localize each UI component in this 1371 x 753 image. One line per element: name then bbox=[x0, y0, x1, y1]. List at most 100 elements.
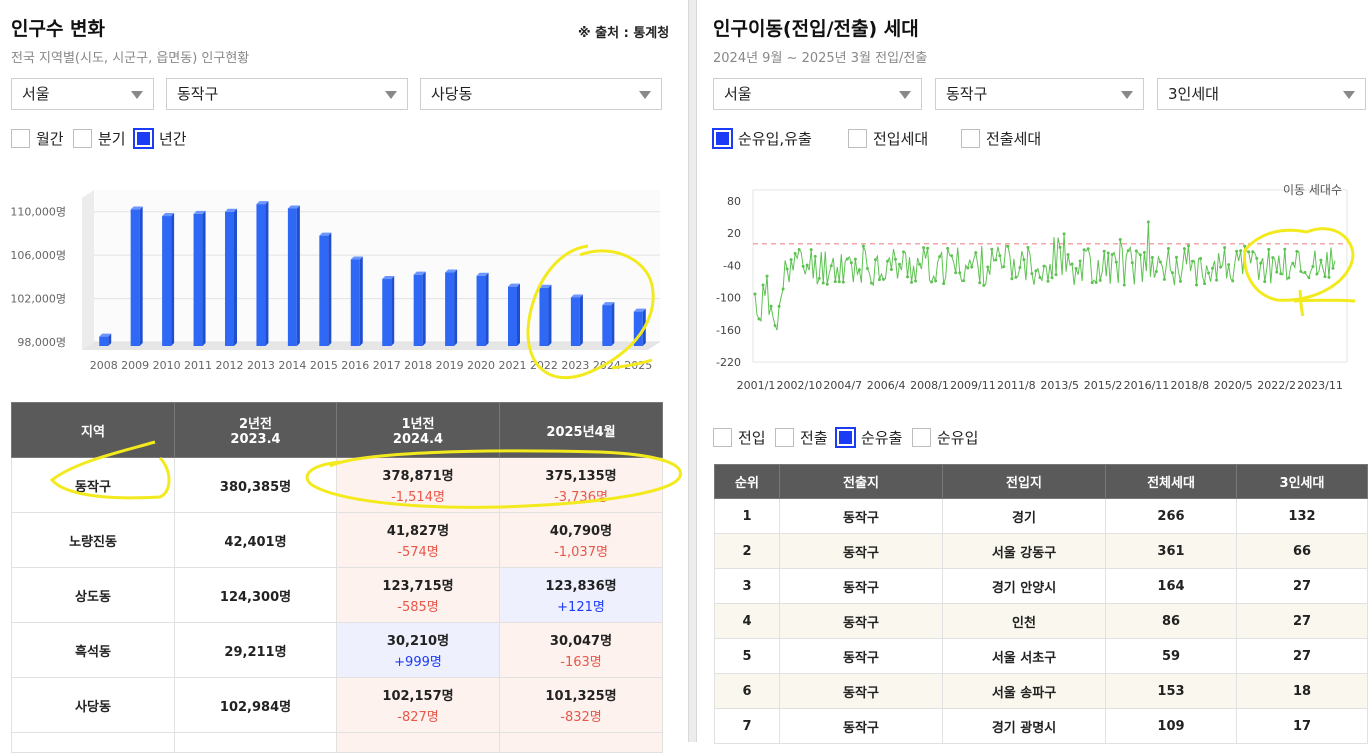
series-point[interactable] bbox=[1170, 271, 1174, 275]
series-point[interactable] bbox=[873, 258, 877, 262]
bar[interactable] bbox=[319, 235, 329, 346]
household-size-select[interactable]: 3인세대 bbox=[1157, 78, 1366, 110]
series-point[interactable] bbox=[869, 281, 873, 285]
series-point[interactable] bbox=[801, 264, 805, 268]
table-row[interactable]: 4 동작구 인천 86 27 bbox=[714, 603, 1368, 639]
series-point[interactable] bbox=[1006, 244, 1010, 248]
series-point[interactable] bbox=[1030, 272, 1034, 276]
series-point[interactable] bbox=[1219, 265, 1223, 269]
dong-select[interactable]: 사당동 bbox=[420, 78, 662, 110]
panel-divider[interactable] bbox=[688, 0, 697, 742]
table-row[interactable]: 7 동작구 경기 광명시 109 17 bbox=[714, 708, 1368, 744]
series-point[interactable] bbox=[1259, 261, 1263, 265]
series-point[interactable] bbox=[1018, 266, 1022, 270]
sigungu-select[interactable]: 동작구 bbox=[935, 78, 1144, 110]
series-point[interactable] bbox=[841, 280, 845, 284]
series-point[interactable] bbox=[1142, 250, 1146, 254]
series-point[interactable] bbox=[1022, 258, 1026, 262]
series-point[interactable] bbox=[922, 246, 926, 250]
bar[interactable] bbox=[256, 204, 266, 346]
series-point[interactable] bbox=[1158, 260, 1162, 264]
series-point[interactable] bbox=[986, 265, 990, 269]
series-point[interactable] bbox=[1150, 256, 1154, 260]
series-point[interactable] bbox=[793, 251, 797, 255]
series-point[interactable] bbox=[990, 247, 994, 251]
series-point[interactable] bbox=[910, 280, 914, 284]
series-point[interactable] bbox=[769, 304, 773, 308]
series-point[interactable] bbox=[765, 274, 769, 278]
series-point[interactable] bbox=[1207, 271, 1211, 275]
bar[interactable] bbox=[162, 216, 172, 346]
series-point[interactable] bbox=[954, 271, 958, 275]
series-point[interactable] bbox=[962, 279, 966, 283]
series-point[interactable] bbox=[974, 251, 978, 255]
series-point[interactable] bbox=[1287, 276, 1291, 280]
series-point[interactable] bbox=[857, 268, 861, 272]
series-point[interactable] bbox=[1243, 244, 1247, 248]
bar[interactable] bbox=[382, 279, 392, 346]
series-point[interactable] bbox=[978, 281, 982, 285]
bar[interactable] bbox=[287, 208, 297, 346]
series-point[interactable] bbox=[982, 283, 986, 287]
series-point[interactable] bbox=[1162, 277, 1166, 281]
bar[interactable] bbox=[350, 259, 360, 346]
series-point[interactable] bbox=[777, 304, 781, 308]
table-row[interactable]: 3 동작구 경기 안양시 164 27 bbox=[714, 568, 1368, 604]
series-point[interactable] bbox=[753, 292, 757, 296]
bar[interactable] bbox=[445, 272, 455, 346]
bar[interactable] bbox=[539, 287, 549, 346]
series-point[interactable] bbox=[809, 248, 813, 252]
series-point[interactable] bbox=[942, 282, 946, 286]
series-point[interactable] bbox=[893, 257, 897, 261]
series-point[interactable] bbox=[1114, 260, 1118, 264]
series-point[interactable] bbox=[1319, 258, 1323, 262]
series-point[interactable] bbox=[1118, 238, 1122, 242]
series-point[interactable] bbox=[1279, 272, 1283, 276]
series-point[interactable] bbox=[761, 283, 765, 287]
series-point[interactable] bbox=[1090, 281, 1094, 285]
series-point[interactable] bbox=[1186, 244, 1190, 248]
sido-select[interactable]: 서울 bbox=[11, 78, 154, 110]
series-point[interactable] bbox=[825, 282, 829, 286]
series-point[interactable] bbox=[1247, 250, 1251, 254]
series-point[interactable] bbox=[1094, 280, 1098, 284]
series-point[interactable] bbox=[849, 261, 853, 265]
series-point[interactable] bbox=[897, 262, 901, 266]
series-point[interactable] bbox=[1291, 261, 1295, 265]
series-point[interactable] bbox=[865, 267, 869, 271]
series-point[interactable] bbox=[1331, 266, 1335, 270]
series-point[interactable] bbox=[1323, 275, 1327, 279]
series-point[interactable] bbox=[1215, 278, 1219, 282]
series-point[interactable] bbox=[1074, 266, 1078, 270]
move-out-checkbox[interactable]: 전출세대 bbox=[961, 128, 1041, 149]
series-point[interactable] bbox=[1122, 283, 1126, 287]
series-point[interactable] bbox=[785, 267, 789, 271]
series-point[interactable] bbox=[1014, 275, 1018, 279]
series-point[interactable] bbox=[1026, 245, 1030, 249]
series-point[interactable] bbox=[1227, 263, 1231, 267]
series-point[interactable] bbox=[817, 276, 821, 280]
series-point[interactable] bbox=[1267, 247, 1271, 251]
series-point[interactable] bbox=[853, 257, 857, 261]
series-point[interactable] bbox=[1311, 264, 1315, 268]
series-point[interactable] bbox=[1050, 276, 1054, 280]
series-point[interactable] bbox=[1110, 252, 1114, 256]
series-point[interactable] bbox=[797, 247, 801, 251]
series-point[interactable] bbox=[1058, 245, 1062, 249]
series-point[interactable] bbox=[1283, 247, 1287, 251]
net-migration-checkbox[interactable]: 순유입,유출 bbox=[712, 128, 812, 149]
move-in-checkbox[interactable]: 전입세대 bbox=[848, 128, 928, 149]
series-point[interactable] bbox=[781, 287, 785, 291]
series-point[interactable] bbox=[1154, 270, 1158, 274]
table-row[interactable]: 2 동작구 서울 강동구 361 66 bbox=[714, 533, 1368, 569]
series-point[interactable] bbox=[1010, 277, 1014, 281]
sigungu-select[interactable]: 동작구 bbox=[166, 78, 408, 110]
bar[interactable] bbox=[130, 209, 140, 346]
series-point[interactable] bbox=[1002, 265, 1006, 269]
series-point[interactable] bbox=[1146, 220, 1150, 224]
series-point[interactable] bbox=[994, 258, 998, 262]
series-point[interactable] bbox=[1203, 282, 1207, 286]
series-point[interactable] bbox=[757, 317, 761, 321]
series-point[interactable] bbox=[805, 263, 809, 267]
series-point[interactable] bbox=[1126, 249, 1130, 253]
